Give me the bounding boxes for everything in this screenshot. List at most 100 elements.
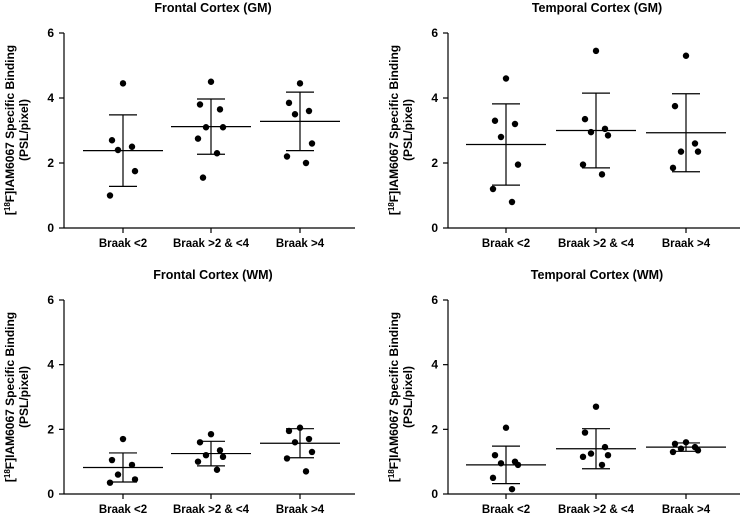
x-tick-label: Braak >2 & <4 xyxy=(558,238,635,250)
data-point xyxy=(285,99,293,107)
x-tick-label: Braak <2 xyxy=(99,238,147,250)
data-point xyxy=(114,471,122,478)
data-point xyxy=(285,427,293,435)
data-point xyxy=(604,452,612,459)
data-point xyxy=(489,185,497,193)
data-point xyxy=(216,106,224,113)
data-point xyxy=(604,132,612,139)
x-tick-label: Braak >2 & <4 xyxy=(173,504,250,515)
data-point xyxy=(671,102,679,110)
data-point xyxy=(587,128,595,136)
data-point xyxy=(598,461,606,469)
y-tick-label: 4 xyxy=(431,358,438,372)
y-axis-label-units: (PSL/pixel) xyxy=(401,99,415,161)
data-point xyxy=(202,452,210,459)
data-point xyxy=(296,80,304,87)
data-point xyxy=(202,124,210,131)
y-axis-label: [18F]IAM6067 Specific Binding xyxy=(3,312,18,482)
data-point xyxy=(106,192,114,199)
data-point xyxy=(308,140,316,147)
x-tick-label: Braak >2 & <4 xyxy=(558,504,635,515)
data-point xyxy=(108,137,116,144)
data-point xyxy=(308,448,316,456)
data-point xyxy=(601,443,609,451)
y-tick-label: 6 xyxy=(431,26,438,40)
data-point xyxy=(502,424,510,431)
data-point xyxy=(194,458,202,465)
data-point xyxy=(106,479,114,486)
data-point xyxy=(196,101,204,108)
data-point xyxy=(207,78,215,85)
data-point xyxy=(682,52,690,59)
y-axis-label-units: (PSL/pixel) xyxy=(17,99,31,161)
x-tick-label: Braak >2 & <4 xyxy=(173,238,250,250)
data-point xyxy=(682,439,690,446)
y-axis-label: [18F]IAM6067 Specific Binding xyxy=(387,312,402,482)
data-point xyxy=(196,439,204,446)
data-point xyxy=(489,474,497,482)
data-point xyxy=(131,476,139,483)
data-point xyxy=(511,120,519,128)
data-point xyxy=(283,153,291,160)
chart-panel-4: Temporal Cortex (WM) [18F]IAM6067 Specifi… xyxy=(387,268,740,515)
data-point xyxy=(677,445,685,452)
data-point xyxy=(677,148,685,155)
data-point xyxy=(491,117,499,124)
data-point xyxy=(114,146,122,154)
data-point xyxy=(119,80,127,87)
data-point xyxy=(213,466,221,473)
data-point xyxy=(219,124,227,131)
panel-title: Frontal Cortex (GM) xyxy=(154,1,271,15)
data-point xyxy=(131,167,139,175)
data-point xyxy=(305,107,313,115)
y-tick-label: 0 xyxy=(47,487,54,501)
y-tick-label: 4 xyxy=(47,358,54,372)
y-axis-label: [18F]IAM6067 Specific Binding xyxy=(387,45,402,215)
data-point xyxy=(305,435,313,443)
data-point xyxy=(491,452,499,459)
chart-panel-1: Frontal Cortex (GM) [18F]IAM6067 Specific… xyxy=(3,1,355,250)
y-tick-label: 6 xyxy=(431,293,438,307)
chart-panel-3: Frontal Cortex (WM) [18F]IAM6067 Specific… xyxy=(3,268,355,515)
data-point xyxy=(598,171,606,178)
data-point xyxy=(691,140,699,147)
data-point xyxy=(581,429,589,436)
data-point xyxy=(592,403,600,410)
data-point xyxy=(508,485,516,493)
y-tick-label: 2 xyxy=(431,156,438,170)
data-point xyxy=(213,150,221,157)
y-tick-label: 4 xyxy=(431,91,438,105)
y-tick-label: 0 xyxy=(431,487,438,501)
data-point xyxy=(216,447,224,454)
y-tick-label: 2 xyxy=(47,422,54,436)
x-tick-label: Braak <2 xyxy=(482,238,530,250)
data-point xyxy=(514,161,522,168)
data-point xyxy=(587,450,595,457)
data-point xyxy=(291,111,299,118)
data-point xyxy=(669,164,677,172)
data-point xyxy=(581,115,589,123)
y-tick-label: 4 xyxy=(47,91,54,105)
y-tick-label: 2 xyxy=(47,156,54,170)
y-axis-label: [18F]IAM6067 Specific Binding xyxy=(3,45,18,215)
y-axis-label-units: (PSL/pixel) xyxy=(401,366,415,428)
data-point xyxy=(302,468,310,475)
data-point xyxy=(119,435,127,443)
y-tick-label: 2 xyxy=(431,422,438,436)
x-tick-label: Braak >4 xyxy=(662,238,711,250)
data-point xyxy=(296,424,304,431)
y-tick-label: 6 xyxy=(47,26,54,40)
data-point xyxy=(601,125,609,133)
y-axis-label-units: (PSL/pixel) xyxy=(17,366,31,428)
data-point xyxy=(694,447,702,454)
x-tick-label: Braak <2 xyxy=(482,504,530,515)
data-point xyxy=(128,461,136,469)
data-point xyxy=(514,461,522,469)
data-point xyxy=(497,133,505,141)
data-point xyxy=(128,143,136,150)
x-tick-label: Braak <2 xyxy=(99,504,147,515)
data-point xyxy=(694,148,702,155)
y-tick-label: 0 xyxy=(431,221,438,235)
data-point xyxy=(199,174,207,181)
data-point xyxy=(508,198,516,206)
